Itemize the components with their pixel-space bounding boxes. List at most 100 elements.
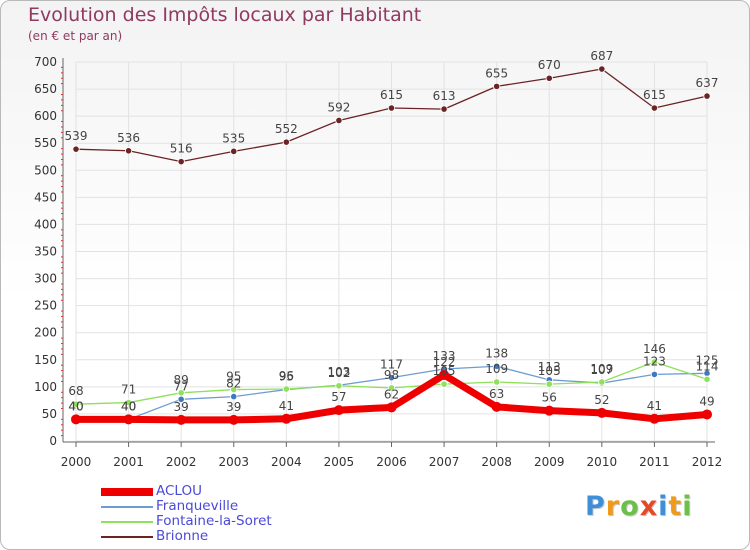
data-point-fontaine-la-soret <box>545 380 553 388</box>
logo-letter: i <box>658 491 669 522</box>
data-label-fontaine-la-soret: 96 <box>279 369 294 383</box>
data-point-fontaine-la-soret <box>230 385 238 394</box>
data-point-aclou <box>491 401 502 412</box>
data-label-brionne: 592 <box>327 100 350 114</box>
y-tick-label: 200 <box>34 326 57 340</box>
x-tick-label: 2010 <box>587 455 618 469</box>
legend-swatch-fontaine <box>101 521 153 523</box>
data-point-brionne <box>72 145 80 153</box>
logo-letter: r <box>605 491 621 522</box>
data-label-franqueville: 82 <box>226 377 241 391</box>
data-point-brionne <box>124 147 133 155</box>
x-tick-label: 2001 <box>113 455 144 469</box>
y-tick-label: 100 <box>34 380 57 394</box>
data-point-aclou <box>649 413 660 424</box>
logo-letter: t <box>668 491 683 522</box>
data-label-brionne: 615 <box>643 88 666 102</box>
x-tick-label: 2004 <box>271 455 302 469</box>
data-label-franqueville: 103 <box>327 365 350 379</box>
data-point-brionne <box>282 138 290 146</box>
data-label-aclou: 52 <box>594 393 609 407</box>
data-point-fontaine-la-soret <box>493 378 501 386</box>
data-label-aclou: 57 <box>331 390 346 404</box>
data-point-brionne <box>177 158 185 166</box>
data-point-brionne <box>230 147 238 155</box>
data-point-aclou <box>386 402 397 413</box>
data-label-aclou: 63 <box>489 387 504 401</box>
logo-letter: x <box>639 491 659 522</box>
logo-letter: P <box>585 491 606 522</box>
data-label-aclou: 41 <box>279 399 294 413</box>
logo-letter: i <box>682 491 693 522</box>
data-point-fontaine-la-soret <box>440 380 448 388</box>
data-point-aclou <box>228 414 239 425</box>
data-label-franqueville: 123 <box>643 354 666 368</box>
data-point-brionne <box>493 82 501 90</box>
legend-swatch-aclou <box>101 488 153 496</box>
y-tick-label: 550 <box>34 136 57 150</box>
data-label-aclou: 56 <box>542 391 557 405</box>
data-label-franqueville: 117 <box>380 358 403 372</box>
chart-title: Evolution des Impôts locaux par Habitant <box>28 4 422 26</box>
data-point-brionne <box>545 74 553 82</box>
y-tick-label: 0 <box>49 434 57 448</box>
data-label-brionne: 613 <box>433 89 456 103</box>
data-label-brionne: 655 <box>485 66 508 80</box>
y-tick-label: 150 <box>34 353 57 367</box>
data-label-aclou: 41 <box>647 399 662 413</box>
y-tick-label: 50 <box>42 407 57 421</box>
data-label-aclou: 40 <box>68 399 83 413</box>
data-label-fontaine-la-soret: 98 <box>384 368 399 382</box>
legend-label-fontaine: Fontaine-la-Soret <box>156 513 272 529</box>
data-point-brionne <box>703 92 711 100</box>
x-tick-label: 2012 <box>692 455 723 469</box>
data-point-aclou <box>439 369 450 380</box>
data-label-fontaine-la-soret: 105 <box>538 364 561 378</box>
legend-label-brionne: Brionne <box>156 528 209 544</box>
data-label-aclou: 39 <box>226 400 241 414</box>
data-label-franqueville: 138 <box>485 346 508 360</box>
data-point-franqueville <box>230 393 238 401</box>
data-label-brionne: 615 <box>380 88 403 102</box>
data-point-brionne <box>598 65 606 73</box>
x-tick-label: 2002 <box>166 455 197 469</box>
data-point-fontaine-la-soret <box>335 382 343 390</box>
data-point-fontaine-la-soret <box>124 398 133 407</box>
y-tick-label: 600 <box>34 109 57 123</box>
x-tick-label: 2011 <box>639 455 670 469</box>
x-tick-label: 2008 <box>481 455 512 469</box>
legend-label-franqueville: Franqueville <box>156 498 239 514</box>
y-tick-label: 650 <box>34 82 57 96</box>
data-label-franqueville: 95 <box>279 370 294 384</box>
legend-swatch-brionne <box>101 536 153 538</box>
data-label-aclou: 62 <box>384 387 399 401</box>
data-label-brionne: 539 <box>65 129 88 143</box>
data-label-brionne: 516 <box>170 142 193 156</box>
data-point-fontaine-la-soret <box>703 375 711 383</box>
data-label-fontaine-la-soret: 95 <box>226 370 241 384</box>
data-label-fontaine-la-soret: 109 <box>590 362 613 376</box>
data-label-fontaine-la-soret: 102 <box>327 366 350 380</box>
data-label-fontaine-la-soret: 109 <box>485 362 508 376</box>
data-label-fontaine-la-soret: 105 <box>433 364 456 378</box>
data-label-aclou: 39 <box>174 400 189 414</box>
y-tick-label: 500 <box>34 163 57 177</box>
data-label-aclou: 122 <box>433 355 456 369</box>
data-point-fontaine-la-soret <box>650 358 659 366</box>
x-tick-label: 2007 <box>429 455 460 469</box>
data-label-franqueville: 40 <box>121 399 136 413</box>
data-label-fontaine-la-soret: 68 <box>68 384 83 398</box>
chart-subtitle: (en € et par an) <box>28 29 123 43</box>
y-tick-label: 350 <box>34 245 57 259</box>
data-point-aclou <box>544 405 555 416</box>
data-label-brionne: 535 <box>222 131 245 145</box>
x-tick-label: 2005 <box>324 455 355 469</box>
logo-letter: o <box>620 491 640 522</box>
x-tick-label: 2009 <box>534 455 565 469</box>
y-tick-label: 450 <box>34 190 57 204</box>
data-point-brionne <box>335 116 343 125</box>
data-label-fontaine-la-soret: 146 <box>643 342 666 356</box>
data-label-franqueville: 40 <box>68 399 83 413</box>
